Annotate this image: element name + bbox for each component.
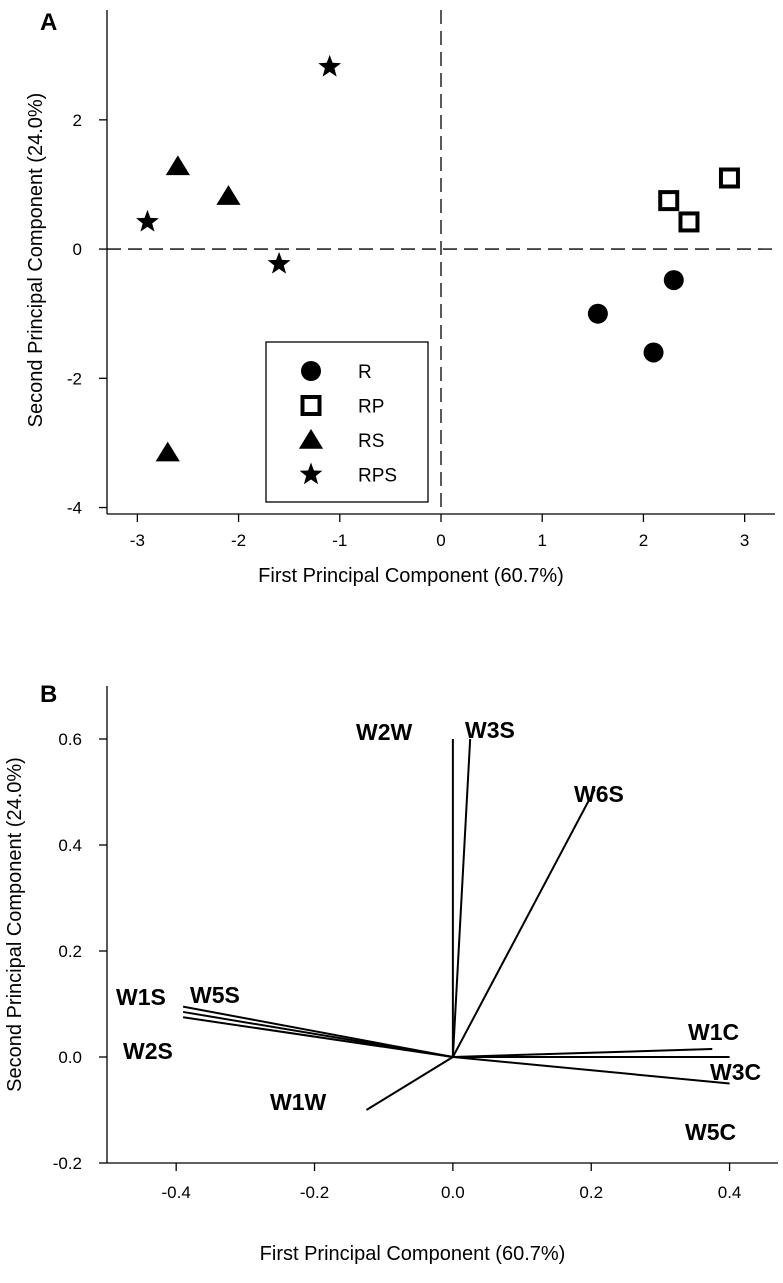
series-r [587,270,684,363]
legend-box [265,341,429,503]
panel-a-y-tick-label: -2 [67,369,82,388]
panel-a-x-tick-label: 0 [436,531,445,550]
series-rp [658,167,740,233]
panel-a-label: A [40,9,57,36]
panel-b-label: B [40,681,57,708]
vector-line-w1c [452,1048,713,1058]
series-rs [155,155,241,462]
panel-b-y-tick-label: -0.2 [53,1154,82,1173]
legend-label-r: R [358,362,372,383]
vector-w3c: W3C [452,1056,761,1085]
legend-label-rs: RS [358,431,384,452]
vector-label-w3c: W3C [710,1059,761,1085]
vector-label-w1w: W1W [270,1089,327,1115]
panel-a-x-axis-title: First Principal Component (60.7%) [258,565,564,587]
point-rps [318,54,342,77]
point-r [643,342,664,363]
panel-b-x-axis-title: First Principal Component (60.7%) [260,1243,566,1265]
vector-label-w5c: W5C [685,1119,736,1145]
vector-w5s: W5S [182,982,454,1058]
point-rp [658,190,680,212]
legend-marker-rps [299,462,323,485]
point-rps [136,209,159,232]
vector-w2w: W2W [356,719,454,1057]
panel-b-y-axis-title: Second Principal Component (24.0%) [4,757,26,1092]
vector-label-w2s: W2S [123,1038,173,1064]
vector-w1c: W1C [452,1019,739,1058]
vector-label-w6s: W6S [574,781,624,807]
point-rs [155,441,180,462]
point-r [587,303,608,324]
panel-a-legend: R RP RS RPS [265,341,429,503]
point-rps [267,251,291,274]
vector-line-w5c [452,1056,730,1085]
panel-b-x-tick-label: -0.4 [162,1183,191,1202]
panel-a-x-tick-label: 1 [537,531,546,550]
panel-a-y-tick-label: -4 [67,499,82,518]
vector-w2s: W2S [123,1016,454,1064]
point-rp [678,211,700,233]
vector-label-w3s: W3S [465,717,515,743]
panel-a-x-tick-label: 3 [740,531,749,550]
vector-line-w3s [451,738,472,1058]
panel-b-y-tick-label: 0.2 [58,942,82,961]
vector-line-w2s [182,1016,454,1058]
vector-label-w1c: W1C [688,1019,739,1045]
vector-w1w: W1W [270,1056,454,1115]
panel-a-y-axis-title: Second Principal Component (24.0%) [25,93,47,428]
legend-marker-rp [300,395,322,416]
point-r [663,270,684,291]
point-rp [718,167,740,189]
panel-a-scatter: A -3 -2 -1 0 1 2 3 -4 -2 0 2 First Principal Compone… [25,9,775,587]
panel-b-y-tick-label: 0.4 [58,836,82,855]
series-rps [136,54,342,274]
panel-a-x-tick-label: 2 [639,531,648,550]
vector-line-w1w [365,1056,454,1111]
panel-b-x-tick-label: 0.0 [441,1183,465,1202]
vector-w6s: W6S [451,781,624,1058]
panel-b-y-tick-label: 0.6 [58,730,82,749]
panel-b-x-tick-label: 0.4 [718,1183,742,1202]
vector-label-w1s: W1S [116,984,166,1010]
panel-b-y-tick-label: 0.0 [58,1048,82,1067]
panel-a-y-tick-label: 2 [73,111,82,130]
panel-a-x-tick-label: -2 [231,531,246,550]
vector-line-w6s [451,788,596,1058]
legend-marker-rs [298,429,324,449]
legend-label-rps: RPS [358,466,397,487]
vector-label-w2w: W2W [356,719,413,745]
point-rs [165,155,190,176]
legend-label-rp: RP [358,397,384,418]
vector-w5c: W5C [452,1056,736,1145]
legend-marker-r [301,361,321,381]
panel-b-biplot: B -0.4 -0.2 0.0 0.2 0.4 -0.2 0.0 0.2 0.4 0.6 First … [4,681,778,1265]
panel-a-x-tick-label: -1 [332,531,347,550]
vector-label-w5s: W5S [190,982,240,1008]
panel-b-x-tick-label: -0.2 [300,1183,329,1202]
vector-w3s: W3S [451,717,515,1058]
panel-b-x-tick-label: 0.2 [579,1183,603,1202]
panel-a-y-tick-label: 0 [73,240,82,259]
panel-a-x-tick-label: -3 [130,531,145,550]
point-rs [216,185,241,205]
